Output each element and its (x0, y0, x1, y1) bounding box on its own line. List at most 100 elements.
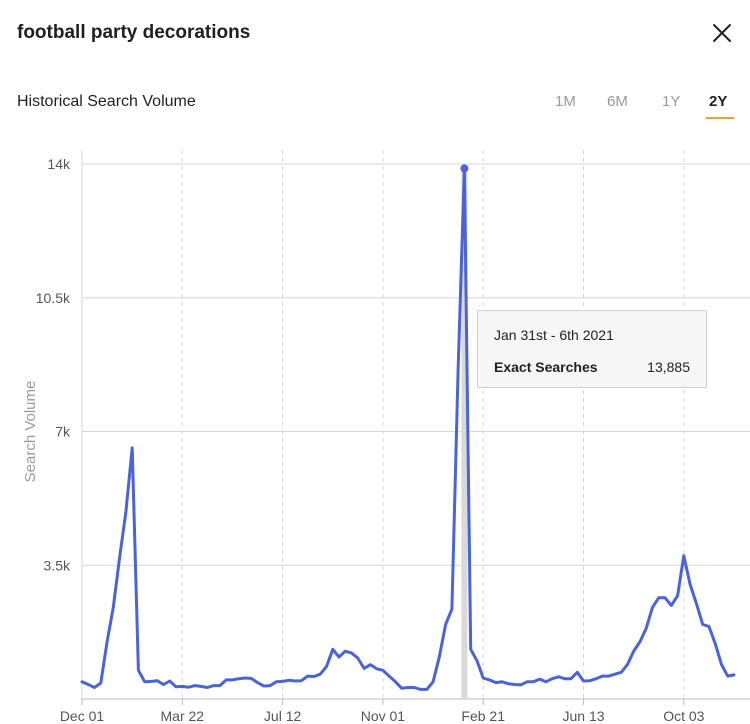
close-icon[interactable] (710, 21, 734, 45)
search-volume-chart: 3.5k 7k 10.5k 14k Dec 01 Mar 22 Jul 12 Nov 01 Fe… (22, 150, 750, 724)
range-1y-tab[interactable]: 1Y (662, 93, 681, 110)
data-point (600, 674, 604, 678)
data-point (475, 659, 479, 663)
data-point (212, 684, 216, 688)
data-point (588, 679, 592, 683)
y-tick-label: 10.5k (36, 290, 71, 306)
data-point (281, 679, 285, 683)
data-point (174, 685, 178, 689)
x-tick-label: Jul 12 (264, 708, 302, 724)
data-point (168, 679, 172, 683)
data-point (431, 680, 435, 684)
x-tick-label: Jun 13 (563, 708, 605, 724)
y-tick-label: 14k (47, 156, 71, 172)
data-point (193, 684, 197, 688)
data-point (644, 626, 648, 630)
data-point (237, 677, 241, 681)
data-point (519, 683, 523, 687)
tooltip-value: 13,885 (647, 359, 690, 375)
data-point (162, 682, 166, 686)
data-point (563, 677, 567, 681)
data-point (713, 642, 717, 646)
data-point (331, 647, 335, 651)
data-point (306, 674, 310, 678)
data-point (444, 622, 448, 626)
data-point (337, 655, 341, 659)
data-point (111, 605, 115, 609)
data-point (93, 686, 97, 690)
range-1m-tab[interactable]: 1M (555, 93, 576, 110)
data-point (594, 677, 598, 681)
data-point (613, 672, 617, 676)
data-point (688, 582, 692, 586)
data-point (293, 679, 297, 683)
data-point (218, 684, 222, 688)
data-point (155, 679, 159, 683)
data-point (469, 647, 473, 651)
data-point (625, 663, 629, 667)
data-point (575, 670, 579, 674)
time-range-tabs: 1M 6M 1Y 2Y (0, 93, 750, 123)
series-line (80, 166, 736, 691)
tooltip-date: Jan 31st - 6th 2021 (494, 327, 614, 343)
data-point (506, 682, 510, 686)
data-point (118, 556, 122, 560)
range-2y-tab[interactable]: 2Y (709, 93, 728, 110)
data-point (362, 666, 366, 670)
data-point (105, 640, 109, 644)
data-point (525, 680, 529, 684)
page-title: football party decorations (17, 22, 251, 43)
data-point (299, 679, 303, 683)
data-point (450, 607, 454, 611)
chart-tooltip: Jan 31st - 6th 2021 Exact Searches 13,88… (477, 310, 707, 388)
data-point (456, 365, 460, 369)
x-tick-label: Dec 01 (60, 708, 105, 724)
data-point (676, 594, 680, 598)
highlighted-point (460, 164, 469, 173)
data-point (513, 682, 517, 686)
data-point (607, 674, 611, 678)
data-point (726, 674, 730, 678)
data-point (569, 677, 573, 681)
data-point (350, 651, 354, 655)
data-point (130, 446, 134, 450)
y-axis-label: Search Volume (22, 381, 39, 483)
data-point (187, 685, 191, 689)
data-point (274, 680, 278, 684)
data-point (149, 679, 153, 683)
data-point (657, 596, 661, 600)
range-6m-tab[interactable]: 6M (607, 93, 628, 110)
data-point (632, 649, 636, 653)
data-point (437, 655, 441, 659)
data-point (638, 640, 642, 644)
section-title: Historical Search Volume (17, 93, 196, 110)
data-point (419, 687, 423, 691)
data-point (732, 673, 736, 677)
data-point (381, 668, 385, 672)
x-tick-label: Mar 22 (161, 708, 205, 724)
x-tick-label: Feb 21 (461, 708, 505, 724)
data-point (556, 675, 560, 679)
data-point (249, 676, 253, 680)
data-point (256, 681, 260, 685)
data-point (230, 678, 234, 682)
y-tick-label: 7k (55, 424, 71, 440)
data-point (400, 686, 404, 690)
data-point (412, 686, 416, 690)
data-point (99, 681, 103, 685)
data-point (224, 678, 228, 682)
data-point (343, 649, 347, 653)
data-point (262, 684, 266, 688)
data-point (619, 670, 623, 674)
data-point (199, 684, 203, 688)
data-point (500, 680, 504, 684)
x-tick-label: Nov 01 (361, 708, 406, 724)
data-point (651, 605, 655, 609)
data-point (243, 676, 247, 680)
data-point (124, 510, 128, 514)
data-point (663, 596, 667, 600)
data-point (582, 679, 586, 683)
data-point (719, 663, 723, 667)
data-point (694, 601, 698, 605)
data-point (488, 678, 492, 682)
